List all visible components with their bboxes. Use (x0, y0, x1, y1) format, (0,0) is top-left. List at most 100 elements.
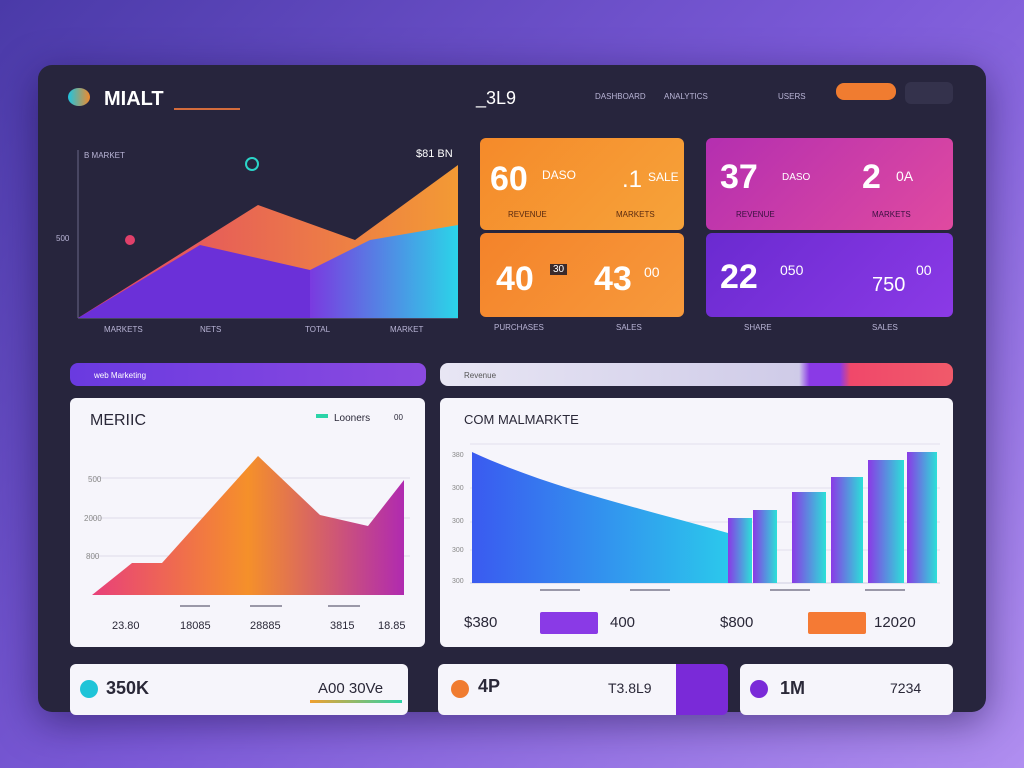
indicator (808, 612, 866, 634)
stat-value: 37 (720, 158, 758, 196)
legend-label: Looners (334, 413, 371, 424)
summary-card[interactable] (70, 664, 408, 715)
marker (245, 157, 259, 171)
stat-sub: SALE (648, 170, 679, 184)
bar (868, 460, 904, 583)
stat-card[interactable] (706, 138, 953, 230)
y-label: 380 (452, 452, 464, 459)
card-title: MERIIC (90, 412, 146, 429)
bar (753, 510, 777, 583)
summary-value: 1M (780, 678, 806, 698)
x-label: MARKET (390, 325, 424, 334)
nav-item[interactable]: DASHBOARD (595, 92, 646, 101)
stat-caption: SALES (872, 323, 898, 332)
area (472, 452, 728, 583)
y-label: 500 (56, 234, 70, 243)
stat-caption: SHARE (744, 323, 772, 332)
marker (125, 235, 135, 245)
nav-item[interactable]: USERS (778, 92, 806, 101)
stat-caption: SALES (616, 323, 642, 332)
area (78, 245, 310, 318)
indicator (540, 612, 598, 634)
area-chart (90, 456, 410, 607)
stat-sub: DASO (542, 168, 577, 182)
header-center: _3L9 (476, 88, 517, 108)
area (310, 225, 458, 318)
bar (831, 477, 863, 583)
x-label: MARKETS (104, 325, 143, 334)
stat-caption: MARKETS (872, 210, 911, 219)
stat-card[interactable] (480, 233, 684, 317)
stat-card[interactable] (480, 138, 684, 230)
footer-value: $800 (720, 614, 754, 631)
x-label: 28885 (250, 620, 281, 632)
progress-bar[interactable] (70, 363, 426, 386)
stat-value: 60 (490, 160, 528, 198)
footer-value: 12020 (874, 614, 916, 631)
legend-swatch (316, 414, 328, 418)
x-label: 18.85 (378, 620, 406, 632)
stat-sub: 00 (916, 262, 932, 278)
y-label: 300 (452, 578, 464, 585)
x-label: 3815 (330, 620, 355, 632)
top-chart (77, 150, 458, 319)
chart-value: $81 BN (416, 148, 453, 160)
stat-caption: REVENUE (736, 210, 775, 219)
y-label: 300 (452, 485, 464, 492)
stat-card[interactable] (706, 233, 953, 317)
bar (792, 492, 826, 583)
bar-chart (470, 443, 940, 634)
y-label: 800 (86, 552, 100, 561)
summary-card[interactable] (438, 664, 728, 715)
y-label: 2000 (84, 514, 102, 523)
stat-sub: 050 (780, 262, 804, 278)
chart-label: B MARKET (84, 151, 125, 160)
legend-value: 00 (394, 413, 403, 422)
summary-card[interactable] (740, 664, 953, 715)
underline (310, 700, 402, 703)
logo[interactable]: MIALT (104, 88, 164, 110)
stat-caption: MARKETS (616, 210, 655, 219)
summary-note: 7234 (890, 680, 922, 696)
stat-sub: 0A (896, 168, 914, 184)
bar-label: Revenue (464, 371, 497, 380)
card-title: COM MALMARKTE (464, 412, 579, 427)
stat-value: 2 (862, 158, 881, 196)
stat-value: 22 (720, 258, 758, 296)
icon (451, 680, 469, 698)
x-label: 18085 (180, 620, 211, 632)
summary-value: 350K (106, 678, 150, 698)
y-label: 500 (88, 475, 102, 484)
x-label: 23.80 (112, 620, 140, 632)
menu-button[interactable] (905, 82, 953, 104)
stat-sub: 00 (644, 264, 660, 280)
summary-note: T3.8L9 (608, 680, 652, 696)
x-label: NETS (200, 325, 222, 334)
stat-caption: REVENUE (508, 210, 547, 219)
stat-value: 750 (872, 274, 906, 296)
area (92, 456, 404, 595)
summary-value: 4P (478, 676, 501, 696)
stat-value: .1 (622, 166, 643, 193)
stat-value: 40 (496, 260, 534, 298)
progress-bar[interactable] (440, 363, 953, 386)
y-label: 300 (452, 547, 464, 554)
bar (728, 518, 752, 583)
action-button[interactable] (836, 83, 896, 100)
bar (907, 452, 937, 583)
stat-value: 43 (594, 260, 632, 298)
bar-label: web Marketing (94, 371, 147, 380)
y-label: 300 (452, 518, 464, 525)
footer-value: $380 (464, 614, 498, 631)
logo-underline (174, 108, 240, 110)
icon (750, 680, 768, 698)
icon (80, 680, 98, 698)
nav-item[interactable]: ANALYTICS (664, 92, 708, 101)
footer-value: 400 (610, 614, 636, 631)
x-label: TOTAL (305, 325, 331, 334)
stat-caption: PURCHASES (494, 323, 544, 332)
stat-sub: DASO (782, 172, 811, 183)
stat-sub: 30 (550, 264, 568, 275)
summary-note: A00 30Ve (318, 680, 384, 697)
